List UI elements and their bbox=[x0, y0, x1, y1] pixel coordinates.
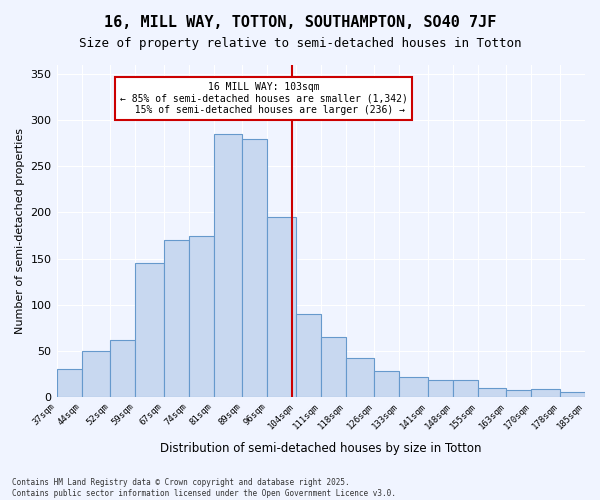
Text: Size of property relative to semi-detached houses in Totton: Size of property relative to semi-detach… bbox=[79, 38, 521, 51]
Bar bbox=[453, 380, 478, 397]
X-axis label: Distribution of semi-detached houses by size in Totton: Distribution of semi-detached houses by … bbox=[160, 442, 482, 455]
Bar bbox=[506, 390, 532, 397]
Bar bbox=[400, 376, 428, 397]
Bar bbox=[214, 134, 242, 397]
Bar bbox=[242, 138, 267, 397]
Bar bbox=[110, 340, 135, 397]
Bar bbox=[56, 369, 82, 397]
Bar bbox=[346, 358, 374, 397]
Text: 16, MILL WAY, TOTTON, SOUTHAMPTON, SO40 7JF: 16, MILL WAY, TOTTON, SOUTHAMPTON, SO40 … bbox=[104, 15, 496, 30]
Bar bbox=[188, 236, 214, 397]
Bar bbox=[82, 351, 110, 397]
Bar bbox=[267, 217, 296, 397]
Bar bbox=[478, 388, 506, 397]
Y-axis label: Number of semi-detached properties: Number of semi-detached properties bbox=[15, 128, 25, 334]
Bar bbox=[374, 371, 400, 397]
Bar bbox=[428, 380, 453, 397]
Bar bbox=[296, 314, 321, 397]
Text: Contains HM Land Registry data © Crown copyright and database right 2025.
Contai: Contains HM Land Registry data © Crown c… bbox=[12, 478, 396, 498]
Bar bbox=[135, 263, 164, 397]
Bar bbox=[532, 390, 560, 397]
Bar bbox=[321, 337, 346, 397]
Bar bbox=[164, 240, 188, 397]
Text: 16 MILL WAY: 103sqm
← 85% of semi-detached houses are smaller (1,342)
  15% of s: 16 MILL WAY: 103sqm ← 85% of semi-detach… bbox=[120, 82, 407, 115]
Bar bbox=[560, 392, 585, 397]
